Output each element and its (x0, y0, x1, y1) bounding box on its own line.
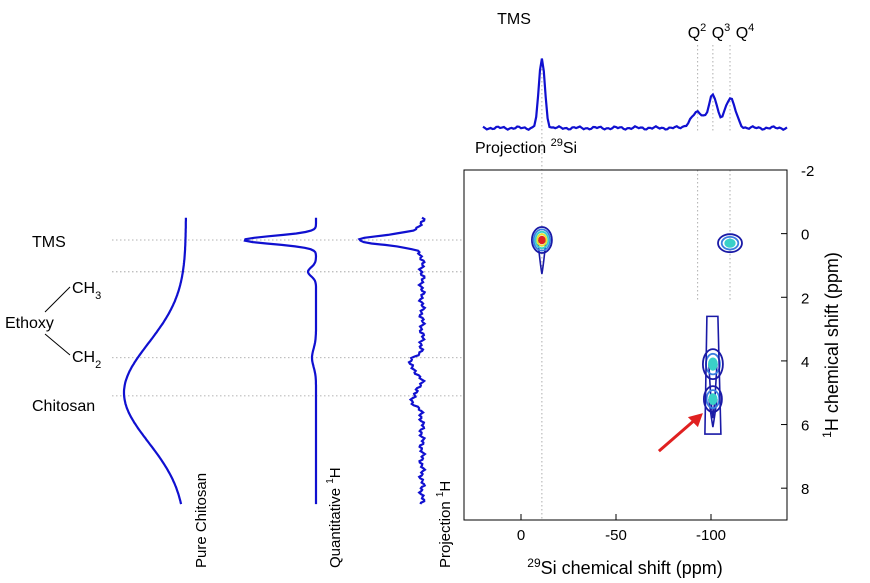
y-tick-label: 8 (801, 481, 809, 498)
x-tick-label: 0 (517, 527, 525, 544)
contour-level (538, 235, 546, 245)
pure-chitosan-trace (122, 217, 187, 505)
left-panels: Pure Chitosan Quantitative 1H Projection… (122, 216, 454, 568)
y-tick-label: 4 (801, 354, 809, 371)
contour-level (703, 385, 723, 413)
contour-level (720, 235, 740, 251)
top-projection-label: Projection 29Si (475, 137, 577, 157)
pure-chitosan-label: Pure Chitosan (193, 473, 210, 568)
y-tick-label: 6 (801, 418, 809, 435)
y-tick-label: 2 (801, 290, 809, 307)
y-tick-label: 0 (801, 227, 809, 244)
red-arrow (657, 416, 698, 453)
top-projection-trace (482, 58, 788, 131)
x-axis-label: 29Si chemical shift (ppm) (527, 556, 722, 578)
x-tick-label: -50 (605, 527, 627, 544)
contour-level (534, 230, 550, 250)
projection-1h-trace (357, 216, 427, 505)
ethoxy-bracket-lower (44, 333, 71, 356)
top-projection: TMS Q2 Q3 Q4 Projection 29Si (475, 11, 788, 157)
red-arrow-head (687, 413, 703, 428)
x-tick-label: -100 (696, 527, 726, 544)
contour-layer (531, 226, 743, 435)
q4-label: Q4 (736, 22, 755, 42)
projection-1h-label: Projection 1H (435, 481, 454, 568)
contour-level (532, 228, 552, 252)
ch2-annotation: CH2 (72, 349, 101, 371)
q3-label: Q3 (712, 22, 731, 42)
contour-level (531, 226, 553, 254)
contour-level (702, 348, 724, 380)
chitosan-annotation: Chitosan (32, 398, 95, 415)
y-axis-label: 1H chemical shift (ppm) (820, 252, 842, 438)
contour-level (705, 389, 721, 409)
q2-label: Q2 (688, 22, 707, 42)
contour-level (717, 233, 743, 254)
y-tick-label: -2 (801, 163, 814, 180)
plot-frame (463, 169, 788, 521)
ethoxy-label: Ethoxy (5, 315, 54, 332)
quantitative-1h-trace (243, 217, 318, 505)
tms-peak-label: TMS (497, 11, 531, 28)
contour-level (536, 233, 548, 247)
y-axis-ticks: -2 0 2 4 6 8 (781, 163, 814, 498)
contour-tail (708, 364, 718, 419)
contour-outer-envelope (704, 315, 722, 435)
x-axis-ticks: 0 -50 -100 (517, 514, 726, 544)
contour-level (708, 393, 718, 405)
contour-level (724, 238, 736, 248)
ethoxy-bracket-upper (44, 286, 71, 313)
ch3-annotation: CH3 (72, 280, 101, 302)
contour-level (708, 357, 718, 371)
tms-annotation: TMS (32, 234, 66, 251)
quantitative-1h-label: Quantitative 1H (325, 467, 344, 568)
contour-plot: 0 -50 -100 -2 0 2 4 6 8 29Si chemical shift (pp… (463, 163, 842, 578)
shift-annotations: TMS CH3 Ethoxy CH2 Chitosan (5, 234, 101, 415)
